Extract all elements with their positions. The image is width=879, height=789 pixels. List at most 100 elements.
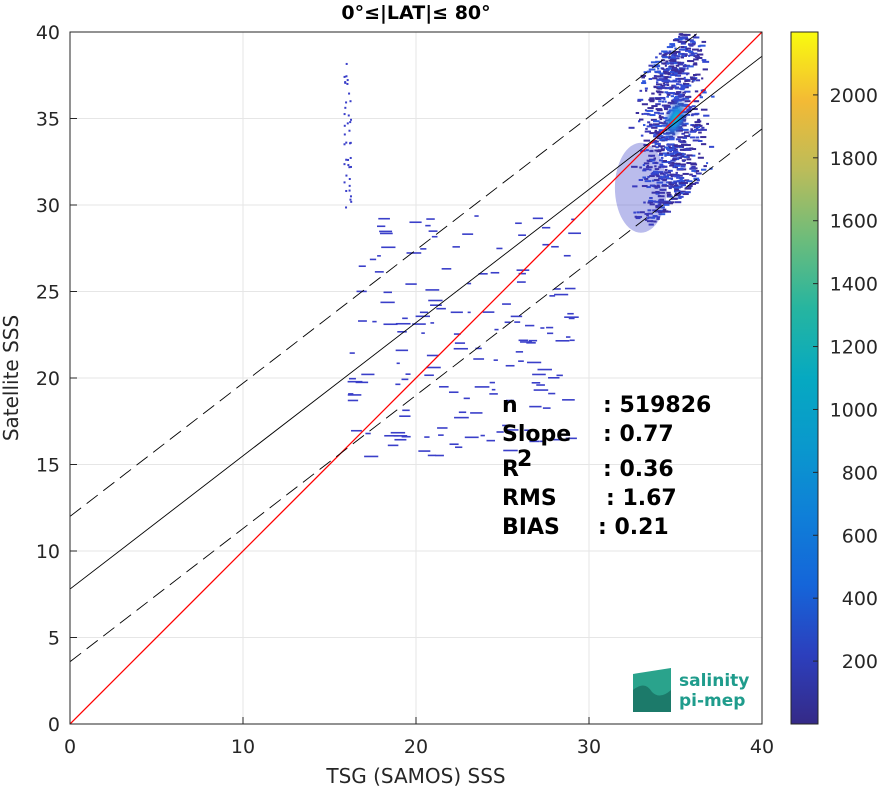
density-cell (654, 168, 660, 171)
density-cell (677, 136, 684, 139)
density-cell (555, 339, 570, 342)
logo-line1: salinity (679, 671, 749, 691)
density-cell (680, 42, 686, 45)
density-cell (688, 54, 691, 57)
density-cell (700, 143, 707, 146)
density-cell (679, 67, 683, 70)
density-cell (664, 91, 669, 94)
density-cell (660, 138, 666, 141)
density-cell (536, 384, 545, 386)
density-cell (372, 320, 377, 323)
density-cell (660, 86, 667, 89)
density-cell (493, 359, 498, 361)
density-cell (349, 165, 352, 168)
density-cell (692, 124, 698, 127)
x-tick-label: 20 (404, 736, 428, 758)
density-cell (347, 158, 350, 161)
density-cell (478, 273, 488, 275)
density-cell (664, 146, 671, 149)
density-cell (675, 77, 679, 80)
density-cell (510, 315, 523, 318)
x-tick-label: 10 (231, 736, 255, 758)
chart-title: 0°≤|LAT|≤ 80° (341, 2, 490, 24)
density-cell (351, 429, 362, 432)
density-cell (378, 217, 390, 220)
density-cell (641, 82, 647, 85)
density-cell (682, 54, 686, 57)
density-cell (664, 108, 668, 111)
density-cell (664, 171, 670, 174)
density-cell (664, 104, 671, 107)
density-cell (686, 65, 694, 68)
density-cell (653, 74, 657, 77)
density-cell (494, 328, 499, 331)
density-cell (383, 291, 392, 294)
density-cell (516, 281, 526, 283)
density-cell (653, 85, 656, 88)
density-cell (345, 141, 348, 144)
density-cell (399, 415, 411, 417)
density-cell (670, 159, 676, 162)
density-cell (649, 97, 655, 100)
density-cell (638, 178, 644, 181)
density-cell (667, 169, 673, 172)
density-cell (684, 148, 692, 151)
density-cell (345, 206, 348, 209)
density-cell (346, 82, 349, 85)
density-cell (669, 70, 675, 73)
density-cell (645, 127, 648, 130)
density-cell (668, 55, 671, 58)
density-cell (645, 166, 653, 169)
density-cell (672, 52, 678, 55)
density-cell (686, 147, 692, 150)
density-cell (650, 61, 658, 64)
density-cell (649, 132, 655, 135)
density-cell (675, 72, 683, 75)
density-cell (631, 165, 638, 168)
density-cell (681, 40, 685, 43)
density-cell (505, 399, 514, 402)
density-cell (672, 197, 678, 200)
density-cell (680, 163, 686, 166)
density-cell (648, 98, 655, 101)
density-cell (669, 164, 674, 167)
density-cell (344, 106, 347, 109)
density-cell (670, 185, 674, 188)
density-cell (666, 152, 670, 155)
density-cell (349, 141, 352, 144)
colorbar-tick-label: 1400 (830, 274, 878, 296)
density-cell (655, 56, 658, 59)
density-cell (671, 54, 677, 57)
density-cell (652, 123, 660, 126)
density-cell (678, 35, 681, 38)
density-cell (697, 45, 701, 48)
density-cell (661, 62, 667, 65)
density-cell (635, 111, 640, 114)
density-cell (537, 368, 552, 371)
density-cell (660, 178, 664, 181)
density-cell (697, 118, 701, 121)
density-cell (405, 373, 411, 375)
density-cell (409, 221, 422, 224)
density-cell (675, 83, 680, 86)
density-cell (682, 155, 689, 158)
density-cell (489, 381, 495, 384)
density-cell (692, 139, 700, 142)
density-cell (657, 211, 663, 214)
density-cell (659, 152, 663, 155)
density-cell (668, 146, 675, 149)
density-cell (701, 91, 707, 94)
density-cell (701, 77, 704, 80)
density-cell (668, 187, 672, 190)
density-cell (678, 87, 685, 90)
density-cell (395, 322, 411, 325)
density-cell (703, 114, 710, 117)
density-cell (659, 176, 666, 179)
density-cell (430, 304, 442, 307)
density-cell (644, 177, 649, 180)
density-cell (689, 162, 697, 165)
density-cell (374, 271, 384, 273)
density-cell (679, 83, 682, 86)
density-cell (649, 123, 653, 126)
density-cell (540, 327, 545, 329)
